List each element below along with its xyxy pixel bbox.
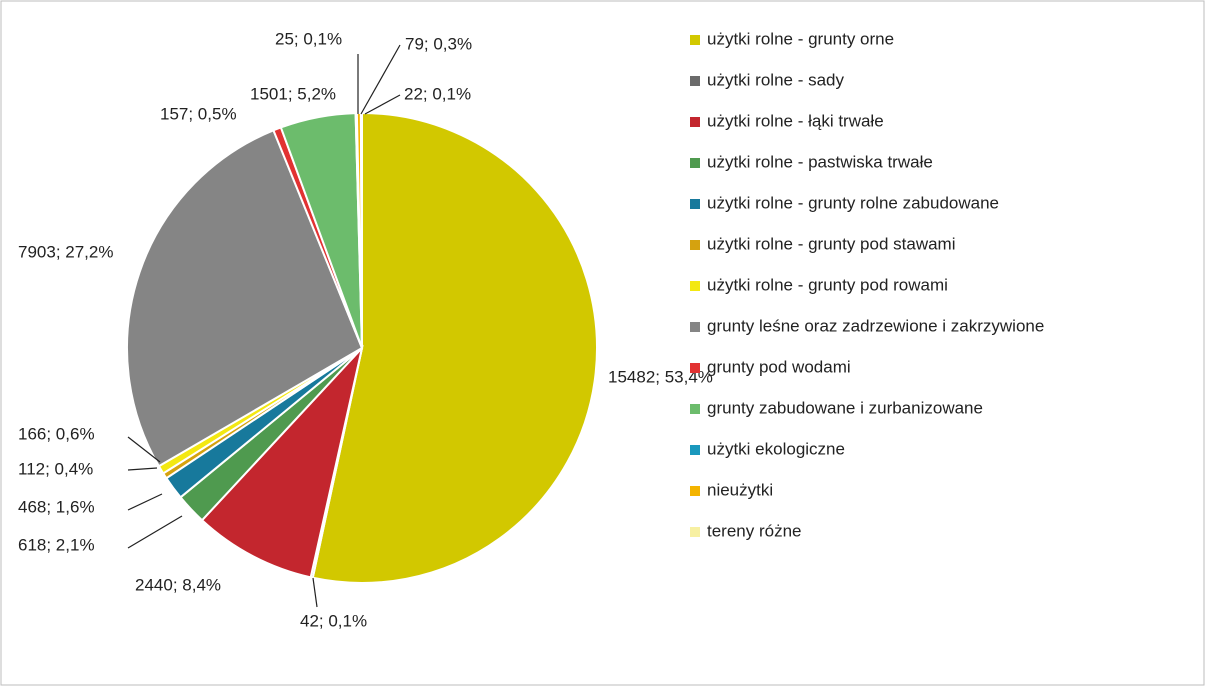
data-label: 112; 0,4% (18, 459, 93, 478)
data-label: 1501; 5,2% (250, 84, 336, 103)
data-label: 618; 2,1% (18, 535, 95, 554)
legend-swatch (690, 281, 700, 291)
legend-swatch (690, 322, 700, 332)
pie-slice (200, 344, 364, 579)
pie-slice (126, 129, 364, 468)
legend-swatch (690, 486, 700, 496)
legend-label: użytki rolne - łąki trwałe (707, 111, 884, 130)
legend-swatch (690, 240, 700, 250)
legend-swatch (690, 445, 700, 455)
legend-label: tereny różne (707, 521, 802, 540)
legend-label: użytki rolne - grunty orne (707, 29, 894, 48)
leader-line (312, 577, 318, 608)
pie-slice (359, 111, 363, 349)
data-label: 22; 0,1% (404, 84, 471, 103)
legend-swatch (690, 527, 700, 537)
legend-swatch (690, 404, 700, 414)
data-label: 7903; 27,2% (18, 242, 113, 261)
legend-swatch (690, 117, 700, 127)
data-label: 166; 0,6% (18, 424, 95, 443)
legend-swatch (690, 76, 700, 86)
legend-label: użytki ekologiczne (707, 439, 845, 458)
leader-line (127, 515, 183, 549)
data-label: 15482; 53,4% (608, 367, 713, 386)
data-label: 42; 0,1% (300, 611, 367, 630)
legend-label: grunty leśne oraz zadrzewione i zakrzywi… (707, 316, 1044, 335)
data-label: 2440; 8,4% (135, 575, 221, 594)
legend-swatch (690, 35, 700, 45)
legend-label: grunty zabudowane i zurbanizowane (707, 398, 983, 417)
leader-line (127, 467, 158, 471)
legend-swatch (690, 199, 700, 209)
legend-swatch (690, 363, 700, 373)
pie-slice (311, 111, 598, 584)
legend-label: użytki rolne - sady (707, 70, 844, 89)
legend-label: użytki rolne - pastwiska trwałe (707, 152, 933, 171)
data-label: 79; 0,3% (405, 34, 472, 53)
legend-label: użytki rolne - grunty rolne zabudowane (707, 193, 999, 212)
leader-line (127, 436, 161, 463)
legend-label: nieużytki (707, 480, 773, 499)
leader-line (364, 94, 401, 115)
legend-label: użytki rolne - grunty pod rowami (707, 275, 948, 294)
leader-line (360, 44, 401, 115)
data-label: 468; 1,6% (18, 497, 95, 516)
legend-swatch (690, 158, 700, 168)
leader-line (127, 493, 163, 511)
data-label: 25; 0,1% (275, 29, 342, 48)
legend-label: grunty pod wodami (707, 357, 851, 376)
data-label: 157; 0,5% (160, 104, 237, 123)
legend-label: użytki rolne - grunty pod stawami (707, 234, 956, 253)
